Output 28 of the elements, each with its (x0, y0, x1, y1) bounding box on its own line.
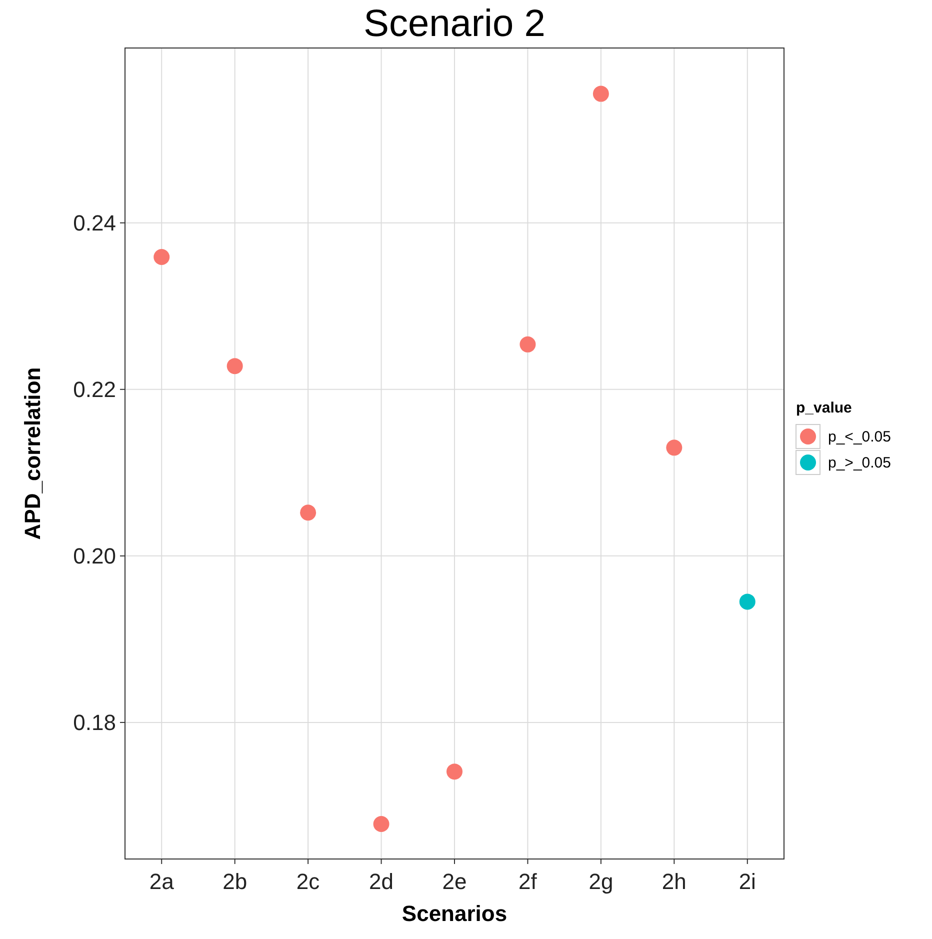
x-tick-label: 2a (149, 869, 175, 894)
y-tick-label: 0.24 (73, 210, 116, 236)
x-axis-title: Scenarios (402, 901, 508, 926)
point (520, 336, 536, 352)
x-tick-label: 2i (738, 869, 756, 894)
y-tick-label: 0.22 (73, 377, 116, 402)
point (226, 358, 243, 374)
x-tick-label: 2e (442, 869, 467, 894)
legend-label: p_<_0.05 (828, 428, 891, 446)
x-tick-label: 2b (222, 869, 248, 894)
point (373, 816, 390, 832)
point (592, 86, 609, 102)
point (739, 594, 756, 610)
x-tick-label: 2c (296, 869, 320, 894)
point (300, 504, 316, 521)
legend-label: p_>_0.05 (828, 454, 891, 472)
chart-title: Scenario 2 (364, 3, 546, 45)
point (154, 248, 170, 265)
y-tick-label: 0.18 (73, 710, 116, 736)
legend-title: p_value (796, 400, 852, 416)
point (666, 440, 682, 456)
y-tick-label: 0.20 (73, 544, 116, 569)
point (446, 764, 462, 780)
y-axis-title: APD_correlation (20, 367, 45, 540)
x-tick-label: 2d (369, 869, 394, 894)
x-tick-label: 2g (588, 869, 614, 894)
x-tick-label: 2f (518, 869, 538, 894)
x-tick-label: 2h (662, 869, 686, 894)
